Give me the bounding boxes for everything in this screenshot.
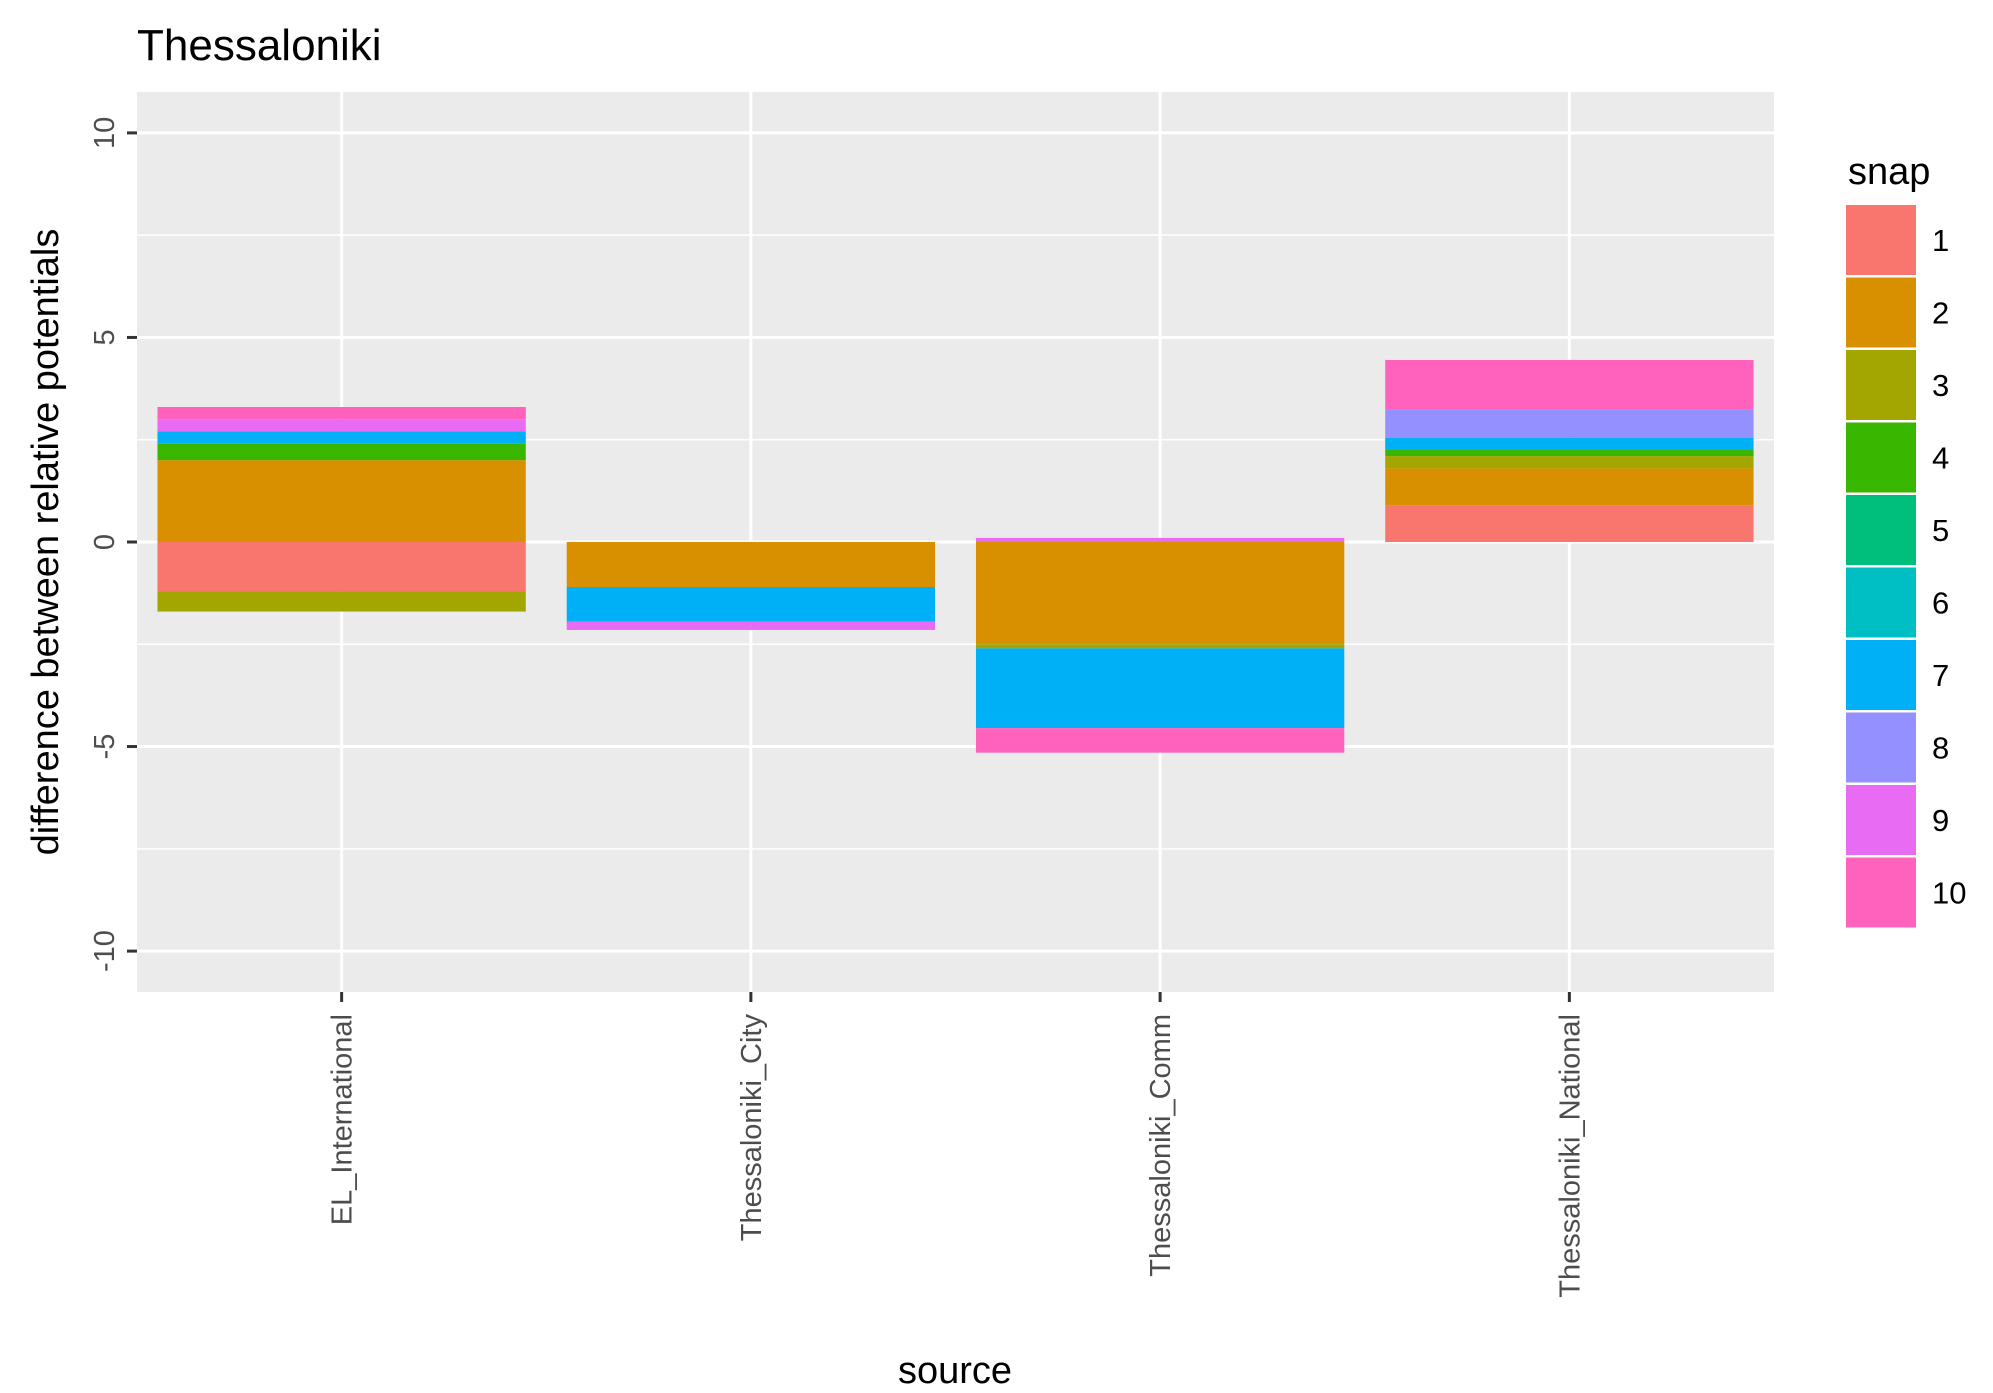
bar-segment xyxy=(1385,437,1754,450)
legend-key-10 xyxy=(1846,857,1916,928)
bar-segment xyxy=(157,443,526,461)
bar-segment xyxy=(1385,468,1754,506)
legend-label: 5 xyxy=(1932,513,1949,548)
bar-segment xyxy=(566,542,936,587)
legend-label: 6 xyxy=(1932,586,1949,621)
bar-segment xyxy=(975,644,1345,649)
stacked-bars xyxy=(157,359,1754,753)
legend-label: 7 xyxy=(1932,658,1949,693)
legend-label: 1 xyxy=(1932,223,1949,258)
legend-label: 4 xyxy=(1932,441,1949,476)
y-tick-label: -5 xyxy=(89,734,121,760)
legend-key-9 xyxy=(1846,785,1916,855)
y-axis-title: difference between relative potentials xyxy=(25,229,67,856)
legend-label: 10 xyxy=(1932,876,1966,911)
bar-segment xyxy=(566,587,936,622)
legend-label: 9 xyxy=(1932,803,1949,838)
bar-segment xyxy=(975,542,1345,645)
legend-key-6 xyxy=(1846,567,1916,638)
bar-segment xyxy=(157,419,526,432)
x-tick-label: EL_International xyxy=(327,1014,359,1225)
bar-segment xyxy=(975,648,1345,729)
x-axis: EL_International Thessaloniki_City Thessal… xyxy=(327,992,1586,1298)
bar-segment xyxy=(566,621,936,630)
bar-segment xyxy=(157,431,526,444)
chart-title: Thessaloniki xyxy=(137,21,382,70)
bar-segment xyxy=(1385,359,1754,410)
bar-segment xyxy=(157,542,526,592)
legend-key-3 xyxy=(1846,350,1916,420)
y-tick-label: -10 xyxy=(89,930,121,972)
x-tick-label: Thessaloniki_National xyxy=(1554,1014,1586,1298)
legend: snap 1 2 3 4 5 6 7 8 9 10 xyxy=(1846,151,1966,928)
bar-segment xyxy=(157,591,526,612)
legend-label: 8 xyxy=(1932,731,1949,766)
bar-segment xyxy=(975,728,1345,753)
legend-key-4 xyxy=(1846,422,1916,493)
legend-key-2 xyxy=(1846,277,1916,348)
y-tick-label: 5 xyxy=(89,329,121,345)
y-axis: -10 -5 0 5 10 xyxy=(89,117,137,972)
x-tick-label: Thessaloniki_City xyxy=(736,1014,768,1242)
legend-label: 2 xyxy=(1932,296,1949,331)
y-tick-label: 10 xyxy=(89,117,121,149)
legend-key-5 xyxy=(1846,495,1916,565)
legend-key-1 xyxy=(1846,205,1916,275)
bar-segment xyxy=(157,460,526,542)
legend-key-8 xyxy=(1846,712,1916,783)
bar-segment xyxy=(1385,505,1754,542)
y-tick-label: 0 xyxy=(89,534,121,550)
legend-key-7 xyxy=(1846,640,1916,710)
bar-segment xyxy=(1385,449,1754,457)
bar-segment xyxy=(975,537,1345,542)
x-tick-label: Thessaloniki_Comm xyxy=(1145,1014,1177,1277)
legend-title: snap xyxy=(1848,151,1930,193)
bar-segment xyxy=(1385,456,1754,469)
x-axis-title: source xyxy=(898,1350,1012,1392)
bar-segment xyxy=(157,407,526,420)
bar-segment xyxy=(1385,409,1754,438)
legend-label: 3 xyxy=(1932,368,1949,403)
